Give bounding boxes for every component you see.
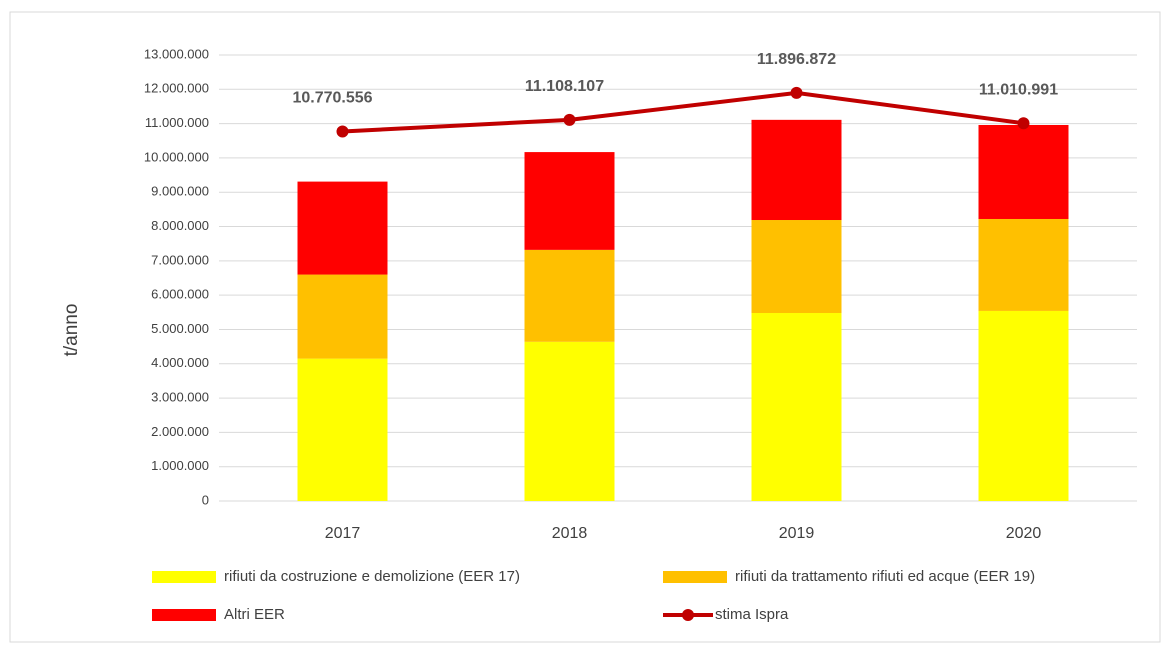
- legend-label: rifiuti da costruzione e demolizione (EE…: [224, 568, 520, 585]
- bar-segment: [978, 124, 1069, 219]
- legend-marker: [682, 609, 694, 621]
- x-tick-label: 2017: [325, 525, 361, 542]
- data-label: 11.896.872: [757, 51, 836, 68]
- line-marker: [1017, 117, 1030, 130]
- bar-segment: [524, 152, 615, 250]
- y-tick-label: 1.000.000: [151, 458, 209, 473]
- y-axis-label: t/anno: [61, 304, 82, 357]
- y-tick-label: 10.000.000: [144, 149, 209, 164]
- bar-segment: [297, 274, 388, 359]
- bar-segment: [297, 181, 388, 275]
- x-tick-label: 2020: [1006, 525, 1042, 542]
- bar-segment: [524, 341, 615, 501]
- data-label: 11.010.991: [979, 81, 1058, 98]
- legend-swatch: [152, 609, 216, 621]
- y-tick-label: 0: [202, 492, 209, 507]
- y-tick-label: 4.000.000: [151, 355, 209, 370]
- y-tick-label: 7.000.000: [151, 252, 209, 267]
- x-tick-label: 2019: [779, 525, 815, 542]
- bar-segment: [297, 358, 388, 501]
- y-tick-label: 9.000.000: [151, 184, 209, 199]
- y-tick-label: 6.000.000: [151, 287, 209, 302]
- data-label: 11.108.107: [525, 78, 604, 95]
- y-tick-label: 2.000.000: [151, 424, 209, 439]
- bar-segment: [978, 218, 1069, 311]
- y-tick-label: 8.000.000: [151, 218, 209, 233]
- legend-swatch: [663, 571, 727, 583]
- bar-segment: [751, 119, 842, 221]
- line: [342, 90, 1024, 134]
- y-tick-label: 13.000.000: [144, 46, 209, 61]
- bar-segment: [751, 220, 842, 313]
- legend-label: stima Ispra: [715, 606, 789, 623]
- data-label: 10.770.556: [292, 90, 372, 107]
- line-marker: [563, 113, 576, 126]
- y-tick-label: 12.000.000: [144, 81, 209, 96]
- y-tick-label: 5.000.000: [151, 321, 209, 336]
- bar-segment: [751, 312, 842, 501]
- legend-label: rifiuti da trattamento rifiuti ed acque …: [735, 568, 1035, 585]
- bar-segment: [978, 310, 1069, 501]
- bar-segment: [524, 249, 615, 342]
- legend-swatch: [152, 571, 216, 583]
- legend-label: Altri EER: [224, 606, 285, 623]
- x-tick-label: 2018: [552, 525, 588, 542]
- line-marker: [790, 86, 803, 99]
- line-marker: [336, 125, 349, 138]
- y-tick-label: 3.000.000: [151, 390, 209, 405]
- y-tick-label: 11.000.000: [145, 115, 209, 130]
